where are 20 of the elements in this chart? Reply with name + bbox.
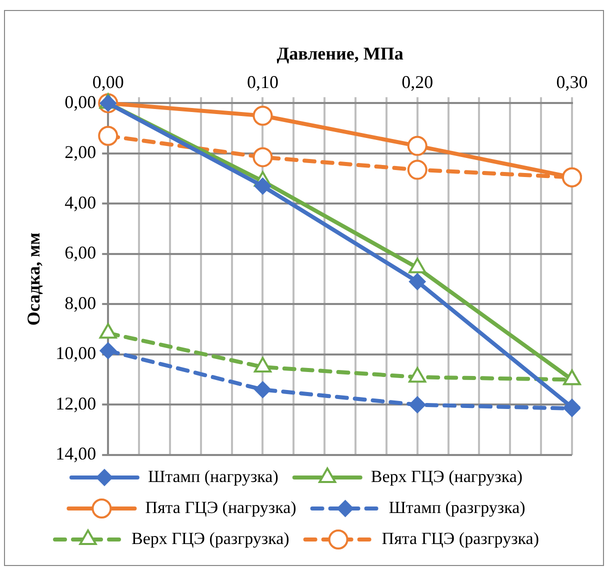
y-axis-title: Осадка, мм xyxy=(23,232,44,326)
y-tick-label: 4,00 xyxy=(64,192,96,212)
y-tick-label: 0,00 xyxy=(64,92,96,112)
y-tick-label: 12,00 xyxy=(56,393,96,414)
y-tick-label: 2,00 xyxy=(64,142,96,162)
x-tick-label: 0,30 xyxy=(556,72,588,92)
y-tick-label: 6,00 xyxy=(64,242,96,263)
y-tick-label: 10,00 xyxy=(56,343,96,364)
legend-label: Штамп (нагрузка) xyxy=(148,466,278,486)
legend-label: Пята ГЦЭ (разгрузка) xyxy=(382,528,540,548)
y-tick-label: 14,00 xyxy=(56,444,96,464)
legend-label: Пята ГЦЭ (нагрузка) xyxy=(145,498,296,517)
x-axis-title: Давление, МПа xyxy=(276,43,404,64)
x-tick-label: 0,10 xyxy=(246,72,278,92)
x-tick-label: 0,00 xyxy=(92,72,124,92)
legend-label: Верх ГЦЭ (разгрузка) xyxy=(131,528,290,548)
x-tick-label: 0,20 xyxy=(402,72,434,92)
legend-label: Штамп (разгрузка) xyxy=(388,498,526,517)
y-tick-label: 8,00 xyxy=(64,292,96,313)
legend-label: Верх ГЦЭ (нагрузка) xyxy=(370,466,523,486)
